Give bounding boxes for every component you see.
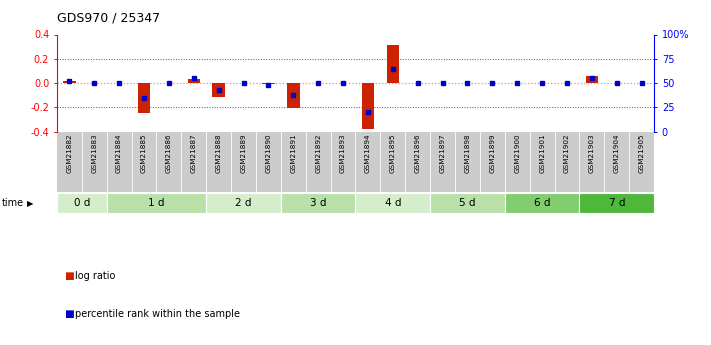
Bar [188, 79, 200, 83]
Bar [57, 193, 107, 214]
Text: GSM21885: GSM21885 [141, 134, 147, 173]
Bar [206, 193, 281, 214]
Text: ■: ■ [64, 309, 74, 319]
Bar [138, 83, 150, 113]
Text: GSM21897: GSM21897 [439, 134, 446, 173]
Text: GSM21888: GSM21888 [215, 134, 222, 173]
Text: GSM21892: GSM21892 [315, 134, 321, 173]
Text: GSM21889: GSM21889 [240, 134, 247, 173]
Text: 4 d: 4 d [385, 198, 401, 208]
Text: 1 d: 1 d [148, 198, 165, 208]
Bar [387, 45, 399, 83]
Text: GSM21898: GSM21898 [464, 134, 471, 173]
Bar [281, 193, 356, 214]
Text: GSM21904: GSM21904 [614, 134, 620, 173]
Text: 0 d: 0 d [73, 198, 90, 208]
Text: time: time [1, 198, 23, 208]
Text: ■: ■ [64, 271, 74, 281]
Bar [586, 77, 598, 83]
Text: GSM21884: GSM21884 [116, 134, 122, 173]
Text: GDS970 / 25347: GDS970 / 25347 [57, 11, 160, 24]
Bar [63, 81, 75, 83]
Text: GSM21886: GSM21886 [166, 134, 172, 173]
Bar [262, 83, 274, 84]
Text: GSM21894: GSM21894 [365, 134, 371, 173]
Text: GSM21901: GSM21901 [539, 134, 545, 173]
Text: log ratio: log ratio [75, 271, 115, 281]
Text: 6 d: 6 d [534, 198, 550, 208]
Text: GSM21882: GSM21882 [66, 134, 73, 173]
Text: percentile rank within the sample: percentile rank within the sample [75, 309, 240, 319]
Bar [356, 193, 430, 214]
Text: GSM21896: GSM21896 [415, 134, 421, 173]
Text: 7 d: 7 d [609, 198, 625, 208]
Bar [287, 83, 299, 108]
Text: GSM21900: GSM21900 [514, 134, 520, 173]
Bar [505, 193, 579, 214]
Text: GSM21903: GSM21903 [589, 134, 595, 173]
Bar [362, 83, 374, 129]
Text: GSM21883: GSM21883 [91, 134, 97, 173]
Text: GSM21899: GSM21899 [489, 134, 496, 173]
Text: 2 d: 2 d [235, 198, 252, 208]
Text: GSM21902: GSM21902 [564, 134, 570, 173]
Text: GSM21893: GSM21893 [340, 134, 346, 173]
Text: 3 d: 3 d [310, 198, 326, 208]
Bar [579, 193, 654, 214]
Text: 5 d: 5 d [459, 198, 476, 208]
Bar [213, 83, 225, 97]
Text: GSM21895: GSM21895 [390, 134, 396, 173]
Text: GSM21887: GSM21887 [191, 134, 197, 173]
Text: GSM21905: GSM21905 [638, 134, 645, 173]
Text: GSM21891: GSM21891 [290, 134, 296, 173]
Bar [107, 193, 206, 214]
Bar [430, 193, 505, 214]
Text: GSM21890: GSM21890 [265, 134, 272, 173]
Text: ▶: ▶ [27, 199, 33, 208]
